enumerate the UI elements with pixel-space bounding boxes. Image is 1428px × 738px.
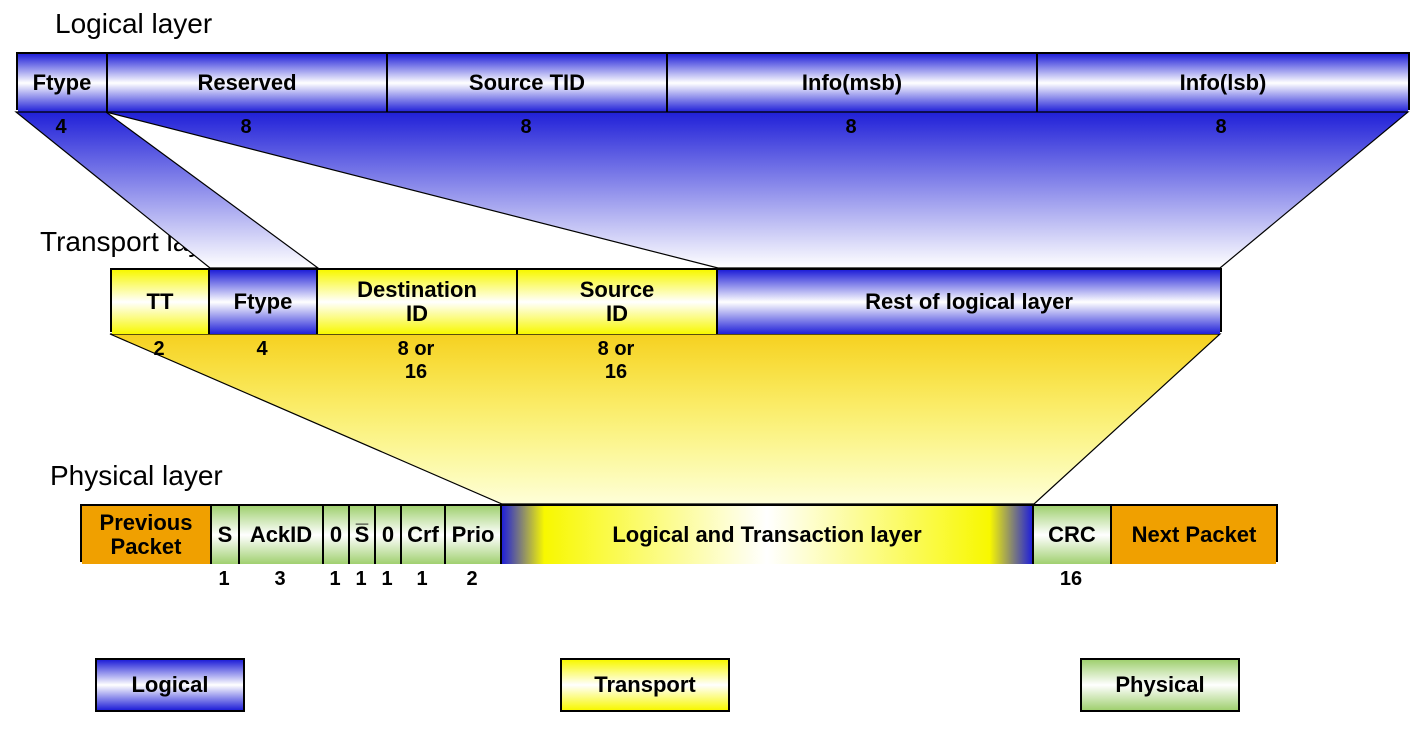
- field-info-lsb-: Info(lsb): [1038, 54, 1408, 112]
- field-logical-and-transaction-layer: Logical and Transaction layer: [502, 506, 1034, 564]
- bits-label: 1: [194, 568, 254, 591]
- bits-label: 8 or 16: [386, 338, 446, 384]
- field-next-packet: Next Packet: [1112, 506, 1276, 564]
- field-tt: TT: [112, 270, 210, 334]
- physical-layer-title: Physical layer: [50, 460, 223, 492]
- physical-layer-row: PreviousPacketSAckID0S̅0CrfPrioLogical a…: [80, 504, 1278, 562]
- bits-label: 8: [496, 116, 556, 139]
- field-info-msb-: Info(msb): [668, 54, 1038, 112]
- transport-layer-row: TTFtypeDestinationIDSourceIDRest of logi…: [110, 268, 1222, 332]
- bits-label: 8: [216, 116, 276, 139]
- field-rest-of-logical-layer: Rest of logical layer: [718, 270, 1220, 334]
- field-ftype: Ftype: [210, 270, 318, 334]
- field-reserved: Reserved: [108, 54, 388, 112]
- bits-label: 8 or 16: [586, 338, 646, 384]
- bits-label: 16: [1041, 568, 1101, 591]
- field-ackid: AckID: [240, 506, 324, 564]
- transport-layer-title: Transport layer: [40, 226, 227, 258]
- field-prio: Prio: [446, 506, 502, 564]
- legend-logical: Logical: [95, 658, 245, 712]
- field-source-id: SourceID: [518, 270, 718, 334]
- field-0: 0: [324, 506, 350, 564]
- bits-label: 8: [821, 116, 881, 139]
- bits-label: 3: [250, 568, 310, 591]
- logical-layer-title: Logical layer: [55, 8, 212, 40]
- legend-transport: Transport: [560, 658, 730, 712]
- logical-layer-row: FtypeReservedSource TIDInfo(msb)Info(lsb…: [16, 52, 1410, 110]
- field-ftype: Ftype: [18, 54, 108, 112]
- bits-label: 2: [129, 338, 189, 361]
- field-source-tid: Source TID: [388, 54, 668, 112]
- field-destination-id: DestinationID: [318, 270, 518, 334]
- field-s-: S̅: [350, 506, 376, 564]
- field-previous-packet: PreviousPacket: [82, 506, 212, 564]
- field-crf: Crf: [402, 506, 446, 564]
- bits-label: 8: [1191, 116, 1251, 139]
- field-crc: CRC: [1034, 506, 1112, 564]
- bits-label: 2: [442, 568, 502, 591]
- field-0: 0: [376, 506, 402, 564]
- bits-label: 4: [31, 116, 91, 139]
- field-s: S: [212, 506, 240, 564]
- bits-label: 4: [232, 338, 292, 361]
- legend-physical: Physical: [1080, 658, 1240, 712]
